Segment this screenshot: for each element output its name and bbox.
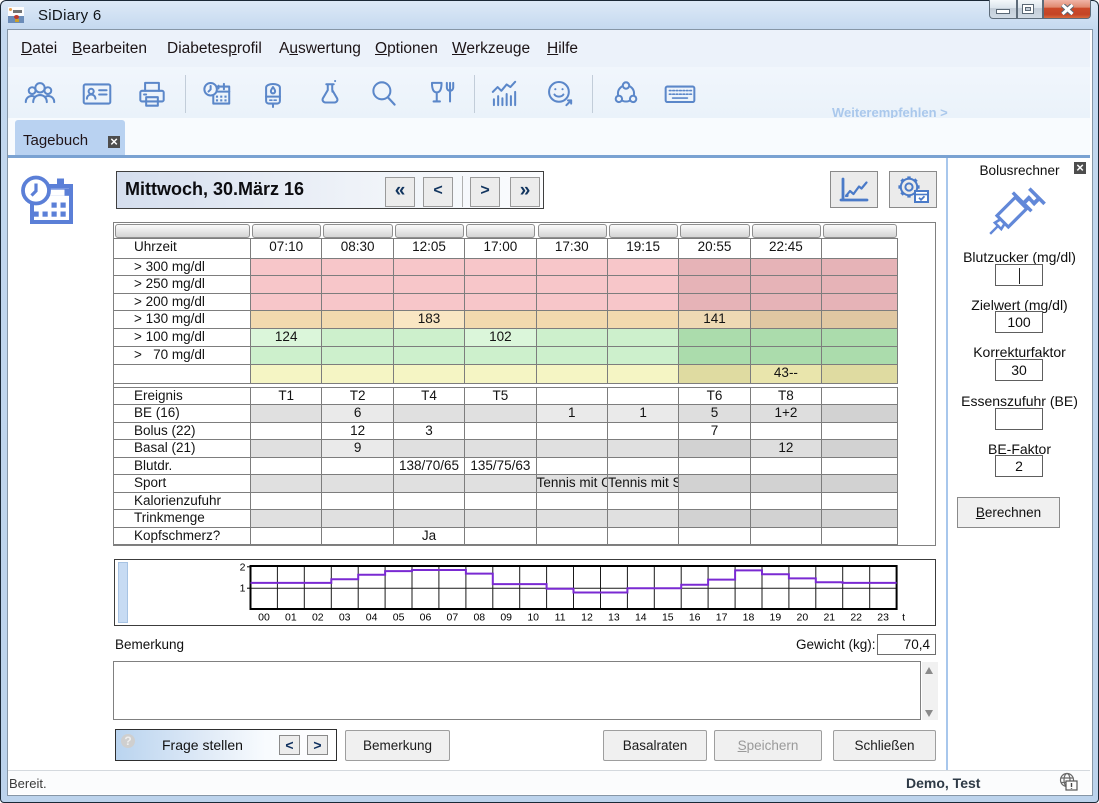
- svg-text:14: 14: [635, 612, 647, 624]
- svg-text:17: 17: [716, 612, 728, 624]
- svg-text:11: 11: [555, 612, 566, 624]
- svg-text:09: 09: [500, 612, 512, 624]
- svg-text:00: 00: [258, 612, 270, 624]
- svg-text:01: 01: [285, 612, 297, 624]
- svg-text:19: 19: [770, 612, 782, 624]
- svg-text:03: 03: [339, 612, 351, 624]
- svg-text:15: 15: [662, 612, 674, 624]
- svg-text:2: 2: [240, 561, 246, 573]
- svg-text:21: 21: [823, 612, 835, 624]
- svg-text:06: 06: [420, 612, 432, 624]
- svg-text:20: 20: [797, 612, 809, 624]
- svg-text:05: 05: [393, 612, 405, 624]
- svg-text:02: 02: [312, 612, 324, 624]
- svg-text:13: 13: [608, 612, 620, 624]
- svg-text:t: t: [902, 612, 905, 624]
- svg-text:10: 10: [527, 612, 539, 624]
- svg-text:16: 16: [689, 612, 701, 624]
- svg-text:07: 07: [447, 612, 459, 624]
- svg-text:18: 18: [743, 612, 755, 624]
- svg-text:12: 12: [581, 612, 593, 624]
- svg-text:1: 1: [240, 583, 246, 595]
- svg-text:04: 04: [366, 612, 378, 624]
- svg-text:08: 08: [473, 612, 485, 624]
- svg-text:22: 22: [850, 612, 862, 624]
- svg-text:23: 23: [877, 612, 889, 624]
